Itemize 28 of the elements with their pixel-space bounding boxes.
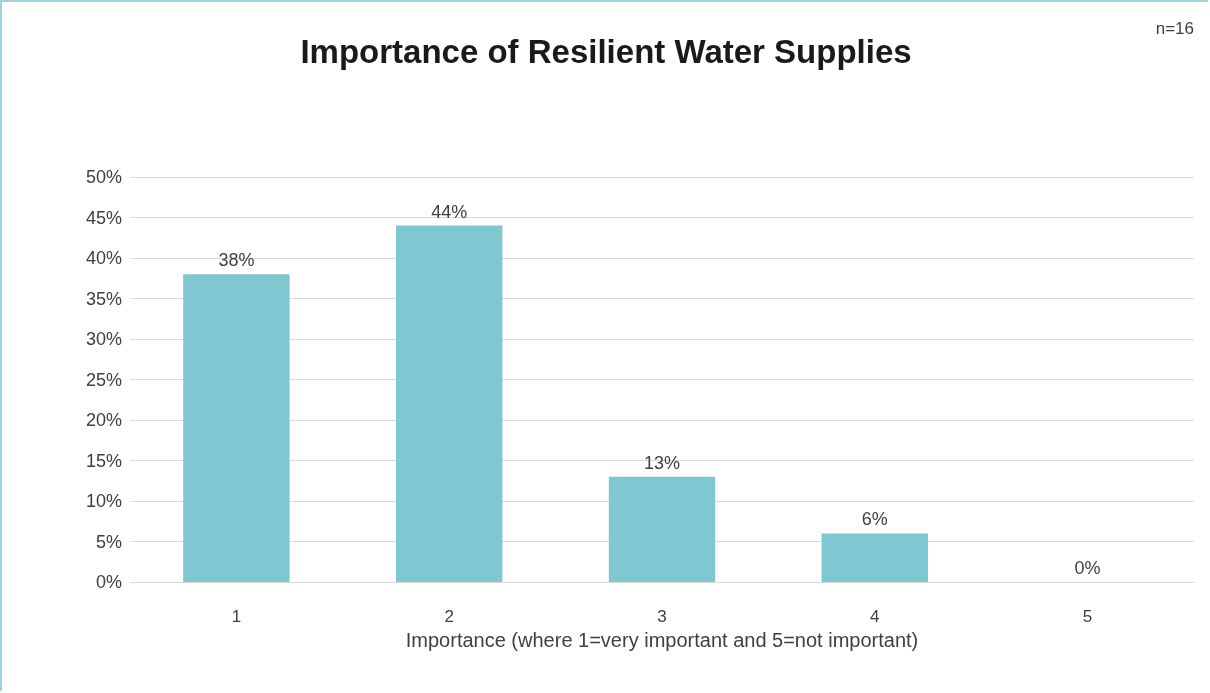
x-tick-label: 2	[444, 607, 454, 626]
x-tick-label: 5	[1082, 607, 1093, 626]
x-tick-label: 1	[231, 607, 242, 626]
data-label: 6%	[861, 509, 888, 530]
y-tick-label: 0%	[95, 572, 122, 592]
y-tick-label: 10%	[85, 491, 122, 511]
x-tick-label: 4	[870, 607, 880, 626]
y-tick-label: 50%	[85, 167, 122, 187]
y-tick-label: 30%	[85, 329, 122, 349]
y-tick-label: 35%	[85, 288, 122, 309]
y-tick-label: 15%	[85, 450, 122, 471]
bar	[396, 225, 503, 582]
text: n=16	[1155, 19, 1195, 38]
y-tick-label: 25%	[85, 369, 122, 390]
x-tick-label: 3	[657, 607, 667, 626]
data-label: 13%	[643, 452, 681, 473]
data-label: 38%	[218, 250, 255, 271]
bar	[821, 533, 928, 582]
y-tick-label: 20%	[85, 410, 122, 430]
bar	[183, 274, 290, 582]
data-label: 0%	[1074, 558, 1101, 578]
x-axis-title: Importance (where 1=very important and 5=not important)	[405, 629, 919, 651]
chart-title: Importance of Resilient Water Supplies	[300, 33, 912, 70]
y-tick-label: 40%	[85, 248, 122, 268]
y-tick-label: 45%	[85, 207, 122, 228]
y-tick-label: 5%	[95, 531, 122, 552]
bar	[608, 476, 716, 582]
data-label: 44%	[431, 201, 468, 222]
